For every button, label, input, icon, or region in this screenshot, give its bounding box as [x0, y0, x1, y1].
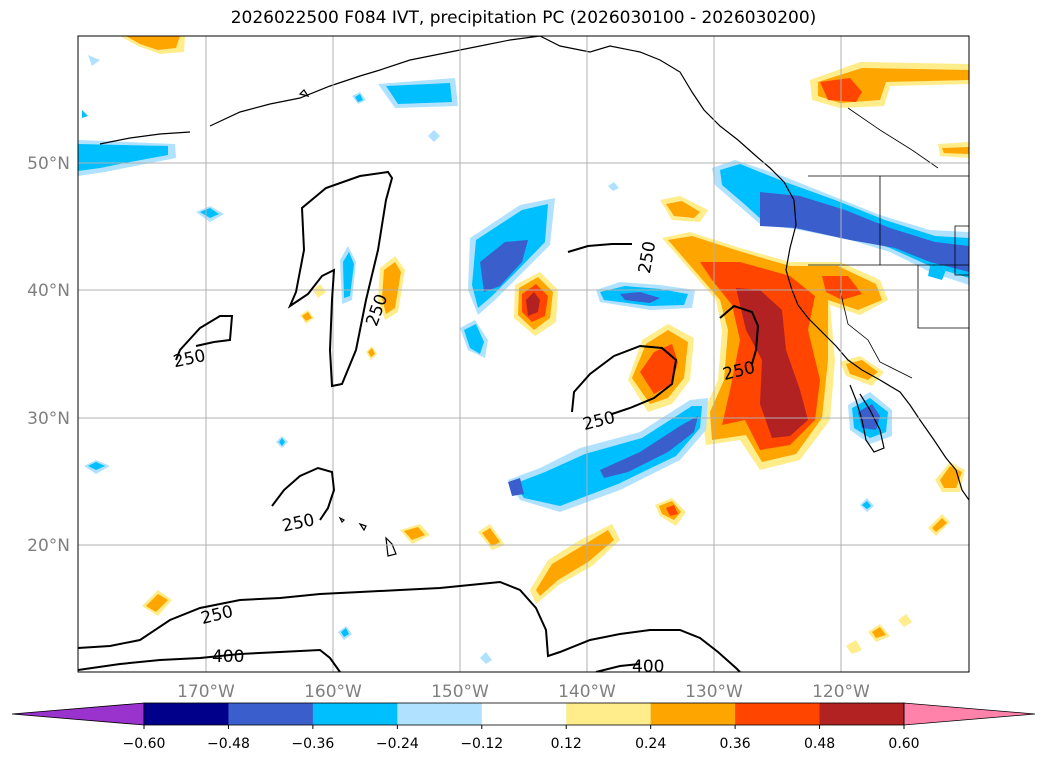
colorbar-tick-label: 0.12 — [551, 736, 582, 752]
precip-negative-area-6 — [508, 398, 708, 512]
lon-label-170w: 170°W — [177, 682, 235, 702]
colorbar: −0.60 −0.48 −0.36 −0.24 −0.12 0.12 0.24 0.36 0.4… — [11, 702, 1036, 752]
colorbar-extend-low — [11, 702, 145, 726]
lat-label-30n: 30°N — [27, 409, 70, 429]
precip-positive-area-5 — [662, 232, 888, 470]
colorbar-segment — [819, 703, 905, 725]
precip-positive-area-1 — [120, 36, 185, 54]
precip-negative-area-2 — [378, 78, 458, 108]
latitude-labels: 50°N 40°N 30°N 20°N — [27, 154, 70, 556]
colorbar-outline — [143, 702, 905, 726]
lon-label-160w: 160°W — [304, 682, 362, 702]
colorbar-tick-label: −0.12 — [460, 736, 503, 752]
precip-positive-area-8 — [142, 462, 965, 654]
precip-negative-area-4 — [460, 198, 555, 358]
colorbar-segment — [144, 703, 229, 725]
colorbar-segment — [650, 703, 736, 725]
lat-label-40n: 40°N — [27, 281, 70, 301]
colorbar-segment — [735, 703, 821, 725]
lon-label-130w: 130°W — [685, 682, 743, 702]
ivt-contours — [78, 170, 760, 672]
precip-negative-area-5 — [596, 282, 695, 310]
coastline — [99, 36, 969, 557]
colorbar-segment — [312, 703, 398, 725]
lat-label-20n: 20°N — [27, 536, 70, 556]
colorbar-segment — [481, 703, 567, 725]
precip-positive-area-4 — [660, 196, 708, 222]
political-borders — [808, 107, 969, 379]
colorbar-tick-label: 0.48 — [804, 736, 835, 752]
precip-negative-area-1 — [78, 55, 176, 176]
map-plot-area: 250 250 250 250 250 250 250 400 400 — [78, 36, 969, 677]
colorbar-tick-label: −0.36 — [291, 736, 334, 752]
colorbar-segment — [397, 703, 483, 725]
map-frame — [77, 35, 970, 673]
lon-label-140w: 140°W — [558, 682, 616, 702]
colorbar-tick-label: 0.60 — [888, 736, 919, 752]
precip-negative-area-8 — [84, 92, 874, 664]
lon-label-120w: 120°W — [812, 682, 870, 702]
lon-label-150w: 150°W — [431, 682, 489, 702]
colorbar-segment — [566, 703, 652, 725]
contour-label: 400 — [212, 647, 244, 667]
gridlines — [78, 36, 969, 672]
colorbar-tick-label: −0.60 — [123, 736, 166, 752]
colorbar-tick-label: 0.24 — [635, 736, 666, 752]
precip-positive-area-2 — [810, 62, 969, 158]
map-title: 2026022500 F084 IVT, precipitation PC (2… — [230, 8, 817, 28]
colorbar-extend-high — [903, 702, 1036, 726]
colorbar-tick-label: −0.24 — [376, 736, 419, 752]
colorbar-tick-label: 0.36 — [720, 736, 751, 752]
longitude-labels: 170°W 160°W 150°W 140°W 130°W 120°W — [177, 682, 870, 702]
colorbar-segment — [228, 703, 314, 725]
colorbar-tick-label: −0.48 — [207, 736, 250, 752]
contour-label: 400 — [632, 657, 664, 677]
lat-label-50n: 50°N — [27, 154, 70, 174]
